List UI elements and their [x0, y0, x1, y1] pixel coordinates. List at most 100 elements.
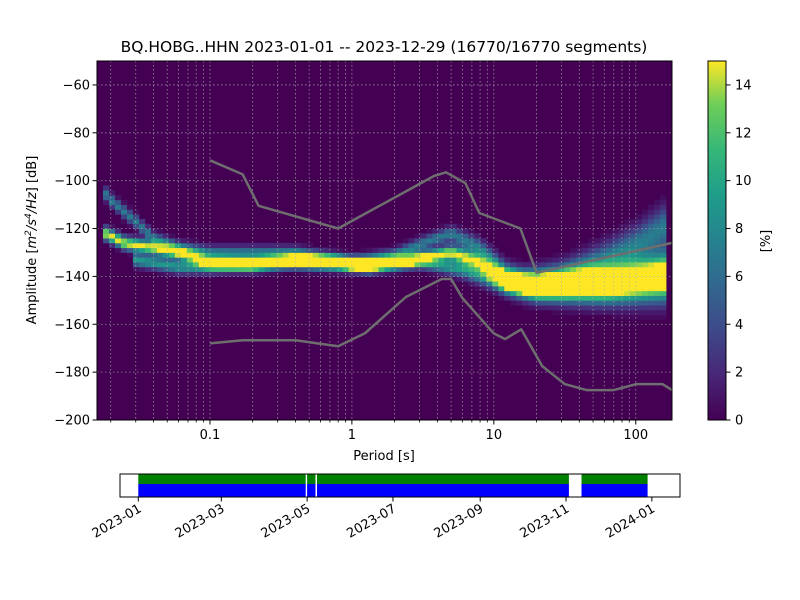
density-cell [162, 233, 170, 239]
density-cell [360, 252, 367, 258]
density-cell [630, 276, 637, 282]
density-cell [654, 281, 661, 287]
density-cell [138, 242, 146, 249]
density-cell [336, 247, 343, 253]
colorbar-gradient [708, 61, 726, 420]
density-cell [498, 262, 505, 268]
density-cell [324, 247, 331, 253]
density-cell [120, 247, 128, 253]
density-cell [624, 252, 631, 258]
density-cell [618, 300, 625, 306]
density-cell [366, 252, 373, 258]
density-cell [582, 257, 589, 263]
density-cell [438, 266, 445, 273]
density-cell [552, 276, 559, 282]
density-cell [642, 214, 649, 220]
density-cell [144, 242, 152, 249]
density-cell [132, 214, 140, 220]
density-cell [624, 281, 631, 287]
density-cell [636, 285, 643, 292]
density-cell [540, 276, 547, 282]
density-cell [570, 266, 577, 273]
density-cell [174, 257, 182, 263]
density-cell [234, 257, 242, 263]
density-cell [582, 247, 589, 253]
colorbar-tick-label: 14 [735, 78, 752, 93]
timeline-used-span [581, 474, 648, 484]
density-cell [408, 247, 415, 253]
density-cell [276, 242, 284, 249]
density-cell [174, 242, 182, 249]
density-cell [630, 271, 637, 277]
density-cell [582, 242, 589, 249]
density-cell [654, 209, 661, 215]
density-cell [276, 252, 284, 258]
density-cell [132, 238, 140, 244]
density-cell [450, 223, 457, 229]
density-cell [486, 262, 493, 268]
density-cell [270, 247, 278, 253]
density-cell [276, 257, 284, 263]
density-cell [564, 266, 571, 273]
density-cell [204, 247, 212, 253]
density-cell [156, 238, 164, 244]
density-cell [630, 218, 637, 225]
density-cell [618, 233, 625, 239]
density-cell [600, 257, 607, 263]
density-cell [576, 309, 583, 316]
density-cell [618, 290, 625, 296]
density-cell [630, 252, 637, 258]
density-cell [186, 247, 194, 253]
density-cell [594, 300, 601, 306]
density-cell [630, 257, 637, 263]
density-cell [264, 242, 272, 249]
density-cell [168, 257, 176, 263]
density-cell [138, 266, 146, 273]
density-cell [642, 209, 649, 215]
density-cell [636, 257, 643, 263]
density-cell [396, 242, 403, 249]
density-cell [492, 262, 499, 268]
density-cell [264, 257, 272, 263]
density-cell [372, 257, 379, 263]
density-cell [306, 252, 314, 258]
density-cell [624, 285, 631, 292]
density-cell [288, 242, 296, 249]
density-cell [600, 242, 607, 249]
density-cell [414, 238, 421, 244]
density-cell [144, 223, 152, 229]
density-cells [102, 185, 667, 320]
density-cell [258, 271, 266, 277]
density-cell [642, 305, 649, 311]
density-cell [594, 309, 601, 316]
density-cell [636, 300, 643, 306]
density-cell [528, 290, 535, 296]
density-cell [504, 271, 511, 277]
density-cell [528, 276, 535, 282]
density-cell [552, 309, 559, 316]
density-cell [636, 290, 643, 296]
density-cell [294, 262, 302, 268]
y-tick-label: −60 [63, 78, 90, 93]
density-cell [402, 238, 409, 244]
density-cell [234, 266, 242, 273]
density-cell [540, 290, 547, 296]
density-cell [600, 238, 607, 244]
density-cell [570, 276, 577, 282]
density-cell [468, 257, 475, 263]
density-cell [330, 257, 337, 263]
density-cell [180, 252, 188, 258]
density-cell [132, 228, 140, 234]
density-cell [306, 242, 314, 249]
density-cell [558, 262, 565, 268]
y-tick-label: −160 [54, 318, 90, 333]
density-cell [564, 262, 571, 268]
density-cell [594, 285, 601, 292]
density-cell [180, 257, 188, 263]
density-cell [156, 252, 164, 258]
density-cell [582, 262, 589, 268]
density-cell [636, 242, 643, 249]
density-cell [228, 262, 236, 268]
density-cell [282, 257, 290, 263]
colorbar-label: [%] [759, 230, 774, 253]
